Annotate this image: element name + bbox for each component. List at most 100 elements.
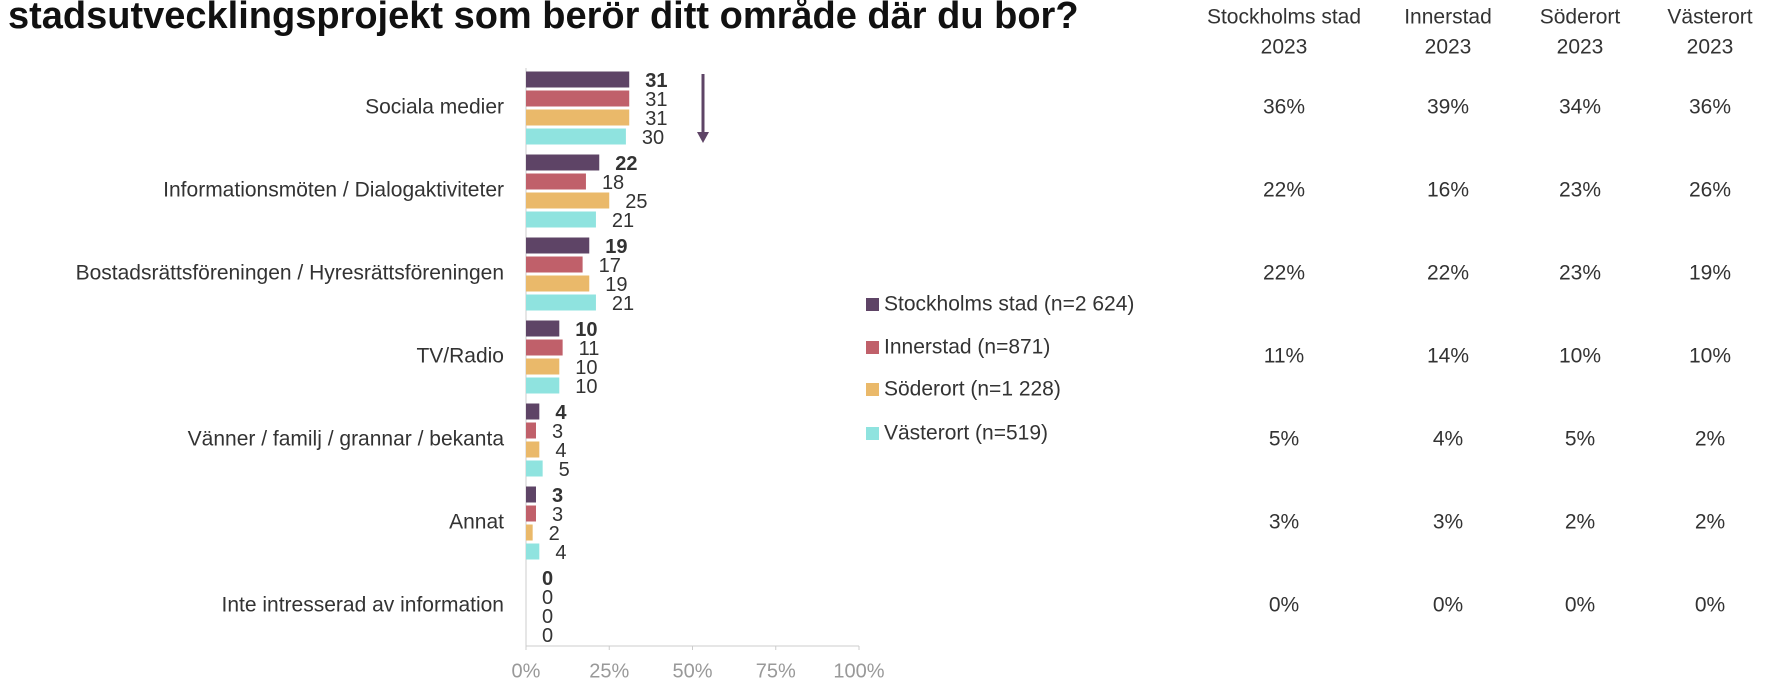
value-label: 22 [615, 153, 637, 175]
x-tick-label: 50% [672, 660, 712, 678]
bar [526, 505, 536, 522]
value-label: 10 [575, 319, 597, 341]
column-header: Innerstad [1404, 6, 1492, 29]
column-year: 2023 [1261, 36, 1308, 59]
category-label: Annat [449, 511, 504, 534]
table-cell: 36% [1263, 96, 1305, 119]
bar [526, 403, 540, 420]
table-cell: 0% [1433, 594, 1463, 617]
value-label: 0 [542, 587, 553, 609]
bar [526, 377, 560, 394]
x-tick-label: 0% [512, 660, 541, 678]
table-cell: 0% [1695, 594, 1725, 617]
legend-swatch [866, 427, 879, 440]
table-cell: 36% [1689, 96, 1731, 119]
column-year: 2023 [1557, 36, 1604, 59]
bar [526, 256, 583, 273]
table-cell: 23% [1559, 262, 1601, 285]
column-header: Västerort [1667, 6, 1752, 29]
bar [526, 441, 540, 458]
value-label: 21 [612, 293, 634, 315]
table-cell: 11% [1264, 345, 1304, 368]
table-cell: 2% [1565, 511, 1595, 534]
value-label: 17 [599, 255, 621, 277]
bar [526, 422, 536, 439]
table-cell: 0% [1269, 594, 1299, 617]
value-label: 11 [579, 338, 600, 360]
value-label: 0 [542, 606, 553, 628]
category-label: Vänner / familj / grannar / bekanta [188, 428, 505, 451]
bar [526, 358, 560, 375]
bar [526, 486, 536, 503]
bar [526, 237, 590, 254]
column-year: 2023 [1425, 36, 1472, 59]
bar [526, 173, 586, 190]
legend-label: Söderort (n=1 228) [884, 378, 1061, 401]
x-tick-label: 25% [589, 660, 629, 678]
value-label: 10 [575, 376, 597, 398]
legend-label: Västerort (n=519) [884, 422, 1048, 445]
value-label: 0 [542, 625, 553, 647]
x-tick-label: 75% [756, 660, 796, 678]
table-cell: 22% [1427, 262, 1469, 285]
table-cell: 22% [1263, 262, 1305, 285]
table-cell: 10% [1559, 345, 1601, 368]
table-cell: 26% [1689, 179, 1731, 202]
value-label: 31 [645, 70, 667, 92]
table-cell: 2% [1695, 511, 1725, 534]
table-cell: 23% [1559, 179, 1601, 202]
column-header: Söderort [1540, 6, 1621, 29]
table-cell: 39% [1427, 96, 1469, 119]
value-label: 18 [602, 172, 624, 194]
bar [526, 320, 560, 337]
legend-swatch [866, 341, 879, 354]
value-label: 2 [549, 523, 560, 545]
table-cell: 16% [1427, 179, 1469, 202]
bar [526, 275, 590, 292]
value-label: 3 [552, 504, 563, 526]
value-label: 3 [552, 421, 563, 443]
table-cell: 34% [1559, 96, 1601, 119]
column-header: Stockholms stad [1207, 6, 1361, 29]
category-label: Informationsmöten / Dialogaktiviteter [163, 179, 504, 202]
table-cell: 5% [1269, 428, 1299, 451]
legend-swatch [866, 383, 879, 396]
value-label: 3 [552, 485, 563, 507]
value-label: 30 [642, 127, 664, 149]
table-cell: 14% [1427, 345, 1469, 368]
trend-arrow-head [697, 132, 709, 143]
category-label: Inte intresserad av information [222, 594, 504, 617]
table-cell: 2% [1695, 428, 1725, 451]
category-label: Sociala medier [365, 96, 504, 119]
value-label: 31 [645, 89, 667, 111]
table-cell: 10% [1689, 345, 1731, 368]
bar [526, 154, 600, 171]
bar [526, 109, 630, 126]
legend-label: Innerstad (n=871) [884, 336, 1050, 359]
x-tick-label: 100% [833, 660, 884, 678]
column-year: 2023 [1687, 36, 1734, 59]
value-label: 4 [555, 402, 567, 424]
chart-title: stadsutvecklingsprojekt som berör ditt o… [8, 0, 1079, 37]
legend-swatch [866, 298, 879, 311]
category-label: Bostadsrättsföreningen / Hyresrättsfören… [76, 262, 504, 285]
table-cell: 0% [1565, 594, 1595, 617]
bar [526, 211, 596, 228]
legend-label: Stockholms stad (n=2 624) [884, 293, 1134, 316]
table-cell: 5% [1565, 428, 1595, 451]
table-cell: 3% [1433, 511, 1463, 534]
table-cell: 22% [1263, 179, 1305, 202]
bar [526, 460, 543, 477]
category-label: TV/Radio [416, 345, 504, 368]
bar [526, 294, 596, 311]
value-label: 19 [605, 274, 627, 296]
table-cell: 3% [1269, 511, 1299, 534]
bar [526, 339, 563, 356]
bar [526, 192, 610, 209]
value-label: 10 [575, 357, 597, 379]
value-label: 5 [559, 459, 570, 481]
table-cell: 4% [1433, 428, 1463, 451]
bar [526, 543, 540, 560]
value-label: 31 [645, 108, 667, 130]
